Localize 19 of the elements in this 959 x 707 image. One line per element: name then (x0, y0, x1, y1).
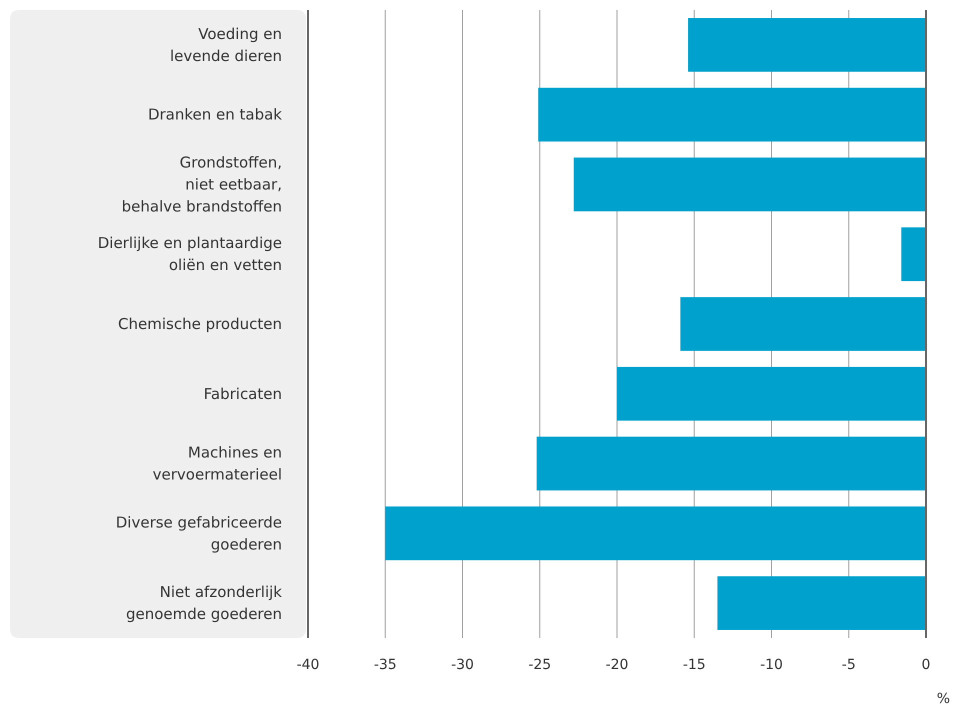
x-tick-label: -15 (682, 657, 706, 673)
x-axis-title: % (936, 691, 950, 707)
x-tick-label: -10 (760, 657, 783, 673)
x-tick-label: -20 (606, 657, 628, 673)
y-tick-label: Chemische producten (118, 315, 282, 333)
y-tick-label: Machines en vervoermaterieel (152, 444, 282, 484)
x-tick-label: -35 (374, 657, 397, 673)
x-tick-label: -40 (296, 657, 320, 673)
y-tick-label: Fabricaten (204, 384, 282, 403)
y-tick-label: Dierlijke en plantaardige oliën en vetten (98, 234, 282, 274)
x-tick-label: -25 (528, 657, 552, 673)
y-tick-label: Grondstoffen, niet eetbaar, behalve brandstoffen (122, 153, 282, 216)
y-tick-label: Diverse gefabriceerde goederen (116, 513, 282, 554)
y-tick-label: Voeding en levende dieren (170, 24, 282, 65)
x-tick-label: -30 (451, 657, 474, 673)
y-tick-label: Dranken en tabak (148, 106, 282, 124)
x-tick-label: 0 (922, 657, 930, 673)
y-tick-label: Niet afzonderlijk genoemde goederen (126, 583, 282, 624)
x-tick-label: -5 (842, 657, 856, 673)
